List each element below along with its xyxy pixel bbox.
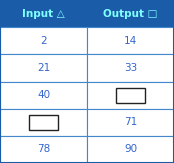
Text: 90: 90 (124, 144, 137, 154)
Bar (0, 54, 87, 82)
Bar (87, 136, 174, 163)
Bar (0, 27, 87, 54)
Bar (116, 88, 145, 103)
Bar (87, 109, 174, 136)
Bar (29, 115, 58, 130)
Bar (0, 82, 87, 109)
Text: 71: 71 (124, 117, 137, 127)
Bar (87, 54, 174, 82)
Text: 33: 33 (124, 63, 137, 73)
Text: 14: 14 (124, 36, 137, 46)
Bar (87, 27, 174, 54)
Bar (0, 0, 87, 27)
Text: 40: 40 (37, 90, 50, 100)
Bar (0, 109, 87, 136)
Bar (87, 82, 174, 109)
Bar (87, 0, 174, 27)
Text: 2: 2 (40, 36, 47, 46)
Text: Input △: Input △ (22, 9, 65, 19)
Text: 21: 21 (37, 63, 50, 73)
Text: Output □: Output □ (103, 9, 158, 19)
Text: 78: 78 (37, 144, 50, 154)
Bar (0, 136, 87, 163)
